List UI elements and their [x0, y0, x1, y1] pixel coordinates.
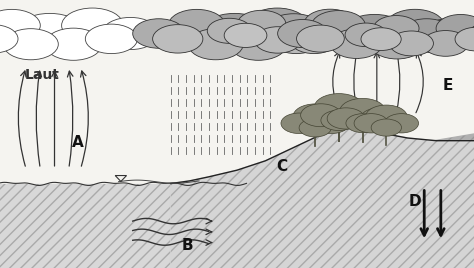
Circle shape [299, 119, 331, 137]
Circle shape [290, 26, 338, 54]
Circle shape [341, 14, 408, 53]
Circle shape [0, 9, 40, 42]
Circle shape [361, 108, 398, 129]
Circle shape [424, 18, 474, 49]
Circle shape [281, 113, 317, 133]
Circle shape [264, 14, 324, 48]
Circle shape [0, 25, 18, 53]
Circle shape [346, 114, 379, 133]
Circle shape [321, 110, 357, 131]
Circle shape [14, 13, 85, 54]
Circle shape [153, 25, 203, 53]
Circle shape [390, 31, 433, 56]
Circle shape [246, 8, 308, 43]
Circle shape [354, 114, 388, 133]
Circle shape [311, 11, 365, 41]
Text: E: E [443, 78, 453, 93]
Circle shape [3, 29, 58, 60]
Circle shape [313, 113, 349, 133]
Circle shape [408, 25, 458, 53]
Circle shape [293, 104, 337, 129]
Circle shape [270, 24, 322, 54]
Circle shape [237, 10, 286, 38]
Circle shape [327, 108, 365, 129]
Circle shape [224, 23, 267, 47]
Text: C: C [276, 159, 288, 174]
Circle shape [314, 94, 364, 122]
Text: B: B [182, 238, 193, 253]
Circle shape [436, 14, 474, 42]
Circle shape [361, 28, 401, 50]
Circle shape [301, 104, 341, 127]
Circle shape [324, 23, 368, 48]
Circle shape [340, 98, 385, 124]
Circle shape [230, 28, 287, 60]
Circle shape [133, 19, 185, 48]
Circle shape [330, 29, 383, 58]
Circle shape [384, 114, 419, 133]
Circle shape [188, 29, 243, 60]
Circle shape [255, 27, 301, 53]
Circle shape [455, 27, 474, 51]
Circle shape [374, 16, 419, 41]
Circle shape [337, 104, 377, 127]
Text: Laut: Laut [25, 68, 60, 82]
Circle shape [62, 8, 123, 43]
Circle shape [365, 105, 407, 129]
Circle shape [371, 119, 401, 136]
Polygon shape [180, 134, 474, 268]
Circle shape [199, 13, 270, 54]
Circle shape [386, 9, 444, 42]
Circle shape [168, 9, 225, 42]
Circle shape [338, 17, 386, 44]
Circle shape [287, 17, 344, 50]
Circle shape [85, 24, 137, 54]
Circle shape [102, 17, 159, 50]
Circle shape [45, 28, 102, 60]
Circle shape [297, 25, 344, 52]
Circle shape [207, 18, 252, 43]
Text: A: A [73, 135, 84, 150]
Circle shape [468, 22, 474, 48]
Circle shape [423, 31, 468, 56]
Text: D: D [409, 193, 421, 209]
Circle shape [278, 20, 327, 47]
Circle shape [398, 19, 455, 51]
Circle shape [345, 23, 387, 47]
Circle shape [304, 9, 356, 39]
Polygon shape [171, 125, 474, 268]
Circle shape [370, 28, 424, 59]
Polygon shape [0, 184, 237, 268]
